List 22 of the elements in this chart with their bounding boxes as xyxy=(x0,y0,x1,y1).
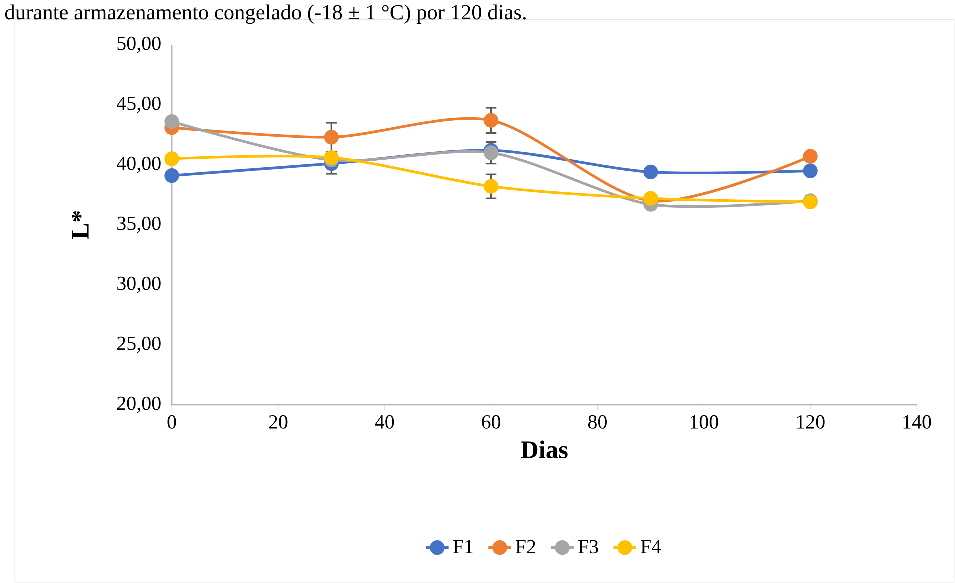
x-tick-label: 100 xyxy=(690,415,718,429)
y-tick-label: 45,00 xyxy=(117,96,161,114)
y-tick-label: 25,00 xyxy=(117,336,161,354)
y-tick-label: 35,00 xyxy=(118,216,161,234)
x-tick-label: 120 xyxy=(797,415,825,429)
legend-label: F4 xyxy=(641,540,662,554)
legend-label: F3 xyxy=(578,540,598,554)
y-tick-label: 40,00 xyxy=(117,156,161,174)
x-tick-label: 60 xyxy=(482,415,501,429)
legend-label: F2 xyxy=(516,540,536,554)
chart-title: durante armazenamento congelado (-18 ± 1 °C) por 120 dias. xyxy=(5,4,526,24)
x-tick-label: 0 xyxy=(168,415,176,429)
legend-label: F1 xyxy=(453,540,473,554)
x-axis-title: Dias xyxy=(521,440,568,459)
x-tick-label: 40 xyxy=(375,415,394,429)
y-axis-title: L* xyxy=(72,211,89,240)
x-tick-label: 80 xyxy=(588,415,607,429)
x-tick-label: 140 xyxy=(904,415,932,429)
y-tick-label: 30,00 xyxy=(118,276,161,294)
y-tick-label: 50,00 xyxy=(118,36,161,54)
x-tick-label: 20 xyxy=(269,415,288,429)
y-tick-label: 20,00 xyxy=(117,396,161,414)
